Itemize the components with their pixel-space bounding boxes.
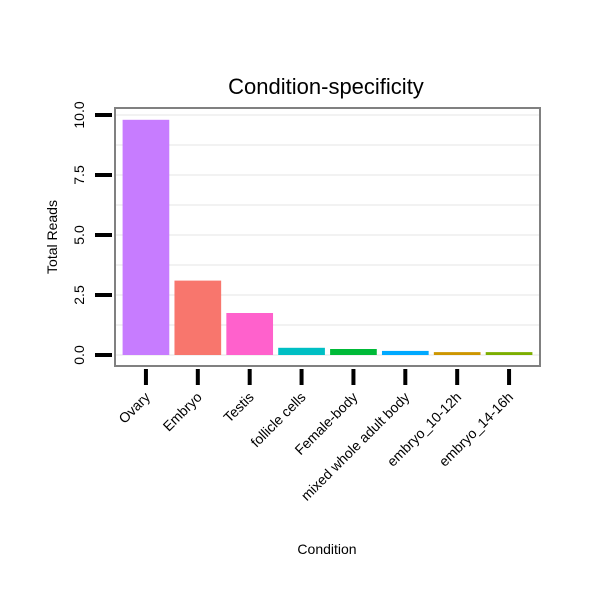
bar-testis [226,313,274,355]
bar-embryo-10-12h [433,352,481,355]
bar-mixed-whole-adult-body [381,350,429,355]
plot-panel-border [114,107,541,367]
y-tick-label: 5.0 [71,225,87,245]
bar-follicle-cells [278,347,325,355]
y-axis-label: Total Reads [44,200,60,274]
bar-female-body [330,349,377,355]
bars [122,119,533,355]
y-tick-label: 10.0 [71,101,87,128]
y-tick-label: 2.5 [71,285,87,305]
x-tick-label: Testis [220,389,257,426]
x-axis-label: Condition [297,541,356,557]
y-axis: 0.0 2.5 5.0 7.5 10.0 [71,101,112,365]
bar-embryo [174,280,222,355]
x-tick-label: Embryo [160,389,206,435]
y-tick-label: 7.5 [71,165,87,185]
x-tick-label: Ovary [115,389,153,427]
y-tick-label: 0.0 [71,345,87,365]
bar-embryo-14-16h [485,352,533,355]
bar-ovary [122,119,170,355]
chart-title: Condition-specificity [228,74,424,99]
